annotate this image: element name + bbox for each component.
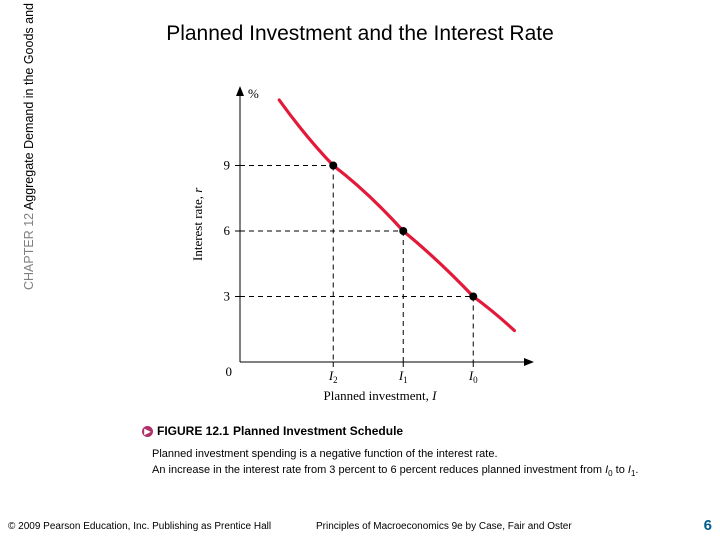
chart-svg: % 3 6 9 I2 I1 I0 0 Interest rate, r Planned inves… [178, 72, 538, 402]
chapter-title: Aggregate Demand in the Goods and Money … [22, 0, 36, 210]
footer-book: Principles of Macroeconomics 9e by Case,… [316, 521, 572, 532]
chapter-number: CHAPTER 12 [22, 213, 36, 290]
svg-text:Interest rate, r: Interest rate, r [190, 187, 205, 261]
svg-text:9: 9 [224, 158, 231, 173]
svg-text:%: % [248, 86, 259, 101]
investment-chart: % 3 6 9 I2 I1 I0 0 Interest rate, r Planned inves… [178, 72, 538, 402]
figure-label-row: ▶ FIGURE 12.1 Planned Investment Schedul… [142, 424, 702, 438]
svg-text:3: 3 [224, 289, 231, 304]
caption-text: . [635, 464, 638, 476]
figure-caption: ▶ FIGURE 12.1 Planned Investment Schedul… [142, 424, 702, 482]
footer-page-number: 6 [704, 517, 712, 534]
svg-text:Planned investment, I: Planned investment, I [323, 388, 437, 402]
figure-title: Planned Investment Schedule [233, 424, 403, 438]
caption-line-2: An increase in the interest rate from 3 … [152, 464, 702, 478]
svg-text:I2: I2 [328, 368, 338, 385]
caption-text: to [613, 464, 628, 476]
figure-bullet-icon: ▶ [142, 426, 153, 437]
slide-title: Planned Investment and the Interest Rate [0, 22, 720, 46]
svg-text:I0: I0 [468, 368, 478, 385]
chapter-sidebar-label: CHAPTER 12 Aggregate Demand in the Goods… [22, 0, 36, 290]
footer-copyright: © 2009 Pearson Education, Inc. Publishin… [8, 521, 271, 532]
caption-text: An increase in the interest rate from 3 … [152, 464, 605, 476]
svg-text:6: 6 [224, 223, 231, 238]
caption-line-1: Planned investment spending is a negativ… [152, 448, 702, 460]
svg-text:I1: I1 [398, 368, 408, 385]
figure-number: FIGURE 12.1 [157, 424, 229, 438]
svg-text:0: 0 [226, 364, 233, 379]
